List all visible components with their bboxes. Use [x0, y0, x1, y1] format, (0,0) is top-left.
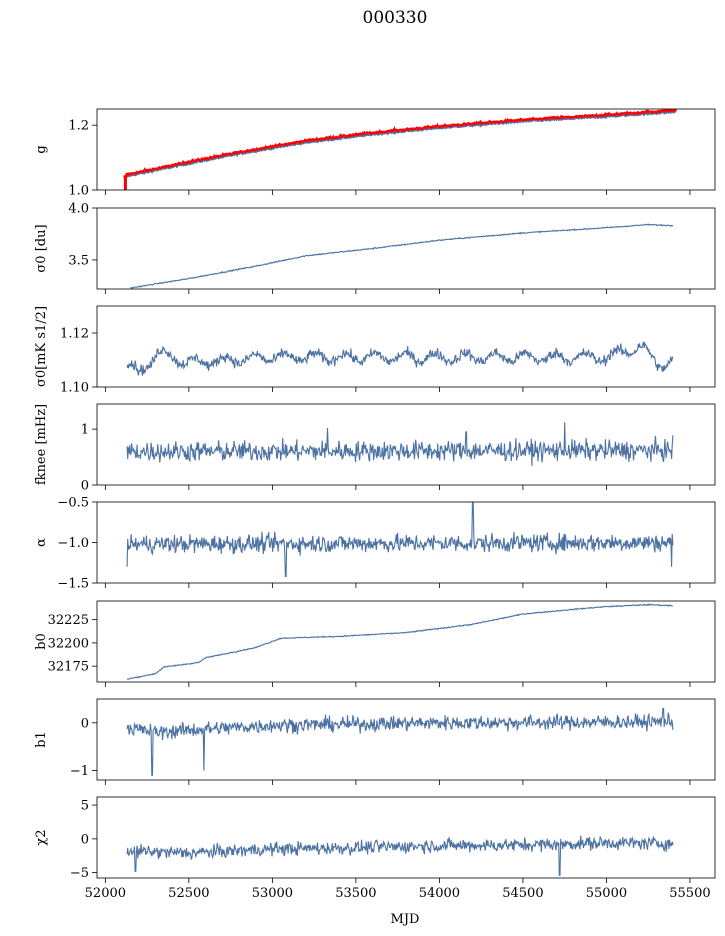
- y-tick-label: −1.5: [57, 577, 89, 592]
- y-tick-label: 4.0: [68, 202, 89, 217]
- y-tick-label: 1.12: [60, 327, 89, 342]
- y-axis-label-fknee: fknee [mHz]: [34, 404, 49, 485]
- y-tick-label: −5: [70, 866, 89, 881]
- red-fit-line: [125, 109, 677, 177]
- y-axis-label-chi2: χ2: [34, 829, 49, 845]
- y-tick-label: 0: [81, 832, 89, 847]
- y-tick-label: 3.5: [68, 253, 89, 268]
- series-line-g: [125, 111, 677, 178]
- y-axis-label-sigma0_du: σ0 [du]: [34, 224, 49, 272]
- panel-chi2: −5 0 5 52000 52500 53000 53500 54000 54500 55000 5…: [34, 796, 716, 901]
- panel-sigma0_du: 3.5 4.0 σ0 [du]: [34, 202, 716, 294]
- panel-frame: [96, 796, 716, 879]
- x-tick-label: 52500: [168, 886, 209, 901]
- series-line-alpha: [126, 502, 674, 578]
- y-axis-label-b0: b0: [34, 633, 49, 650]
- figure-title: 000330: [363, 8, 428, 28]
- panel-frame: [96, 698, 716, 781]
- y-tick-label: 1.0: [68, 184, 89, 199]
- panel-frame: [96, 108, 716, 191]
- y-tick-label: 32175: [48, 660, 89, 675]
- panel-b0: 32175 32200 32225 b0: [34, 600, 716, 687]
- panel-alpha: −1.5 −1.0 −0.5 α: [34, 496, 716, 592]
- series-line-sigma0_mk: [126, 341, 674, 376]
- panel-frame: [96, 207, 716, 290]
- x-tick-label: 52000: [85, 886, 126, 901]
- panel-b1: −1 0 b1: [34, 698, 716, 785]
- panel-fknee: 0 1 fknee [mHz]: [34, 403, 716, 494]
- x-tick-label: 53000: [252, 886, 293, 901]
- panels-group: 1.0 1.2 g 3.5 4.0 σ0 [du] 1.10 1.12 σ0[mK s1/2] 0…: [34, 108, 716, 901]
- x-tick-label: 55000: [586, 886, 627, 901]
- y-axis-label-b1: b1: [34, 731, 49, 748]
- panel-g: 1.0 1.2 g: [34, 108, 716, 199]
- y-tick-label: 5: [81, 799, 89, 814]
- panel-frame: [96, 403, 716, 486]
- y-tick-label: −0.5: [57, 496, 89, 511]
- y-tick-label: 1: [81, 423, 89, 438]
- series-line-sigma0_du: [130, 223, 674, 289]
- x-tick-label: 55500: [669, 886, 710, 901]
- series-line-chi2: [126, 835, 674, 876]
- x-tick-label: 53500: [335, 886, 376, 901]
- y-tick-label: 1.2: [68, 119, 89, 134]
- y-axis-label-sigma0_mk: σ0[mK s1/2]: [34, 306, 49, 387]
- y-tick-label: 0: [81, 479, 89, 494]
- x-tick-label: 54000: [419, 886, 460, 901]
- x-axis-label: MJD: [391, 912, 420, 927]
- series-line-b0: [126, 603, 673, 680]
- series-line-fknee: [126, 422, 674, 466]
- panel-frame: [96, 305, 716, 388]
- series-line-b1: [126, 707, 674, 776]
- y-tick-label: 32200: [48, 636, 89, 651]
- panel-frame: [96, 600, 716, 683]
- y-tick-label: 0: [81, 716, 89, 731]
- panel-sigma0_mk: 1.10 1.12 σ0[mK s1/2]: [34, 305, 716, 396]
- red-spike-cap: [123, 175, 128, 180]
- y-axis-label-alpha: α: [34, 538, 49, 547]
- y-tick-label: 1.10: [60, 381, 89, 396]
- y-tick-label: −1: [70, 764, 89, 779]
- y-axis-label-g: g: [34, 145, 49, 153]
- y-tick-label: −1.0: [57, 536, 89, 551]
- x-tick-label: 54500: [502, 886, 543, 901]
- y-tick-label: 32225: [48, 613, 89, 628]
